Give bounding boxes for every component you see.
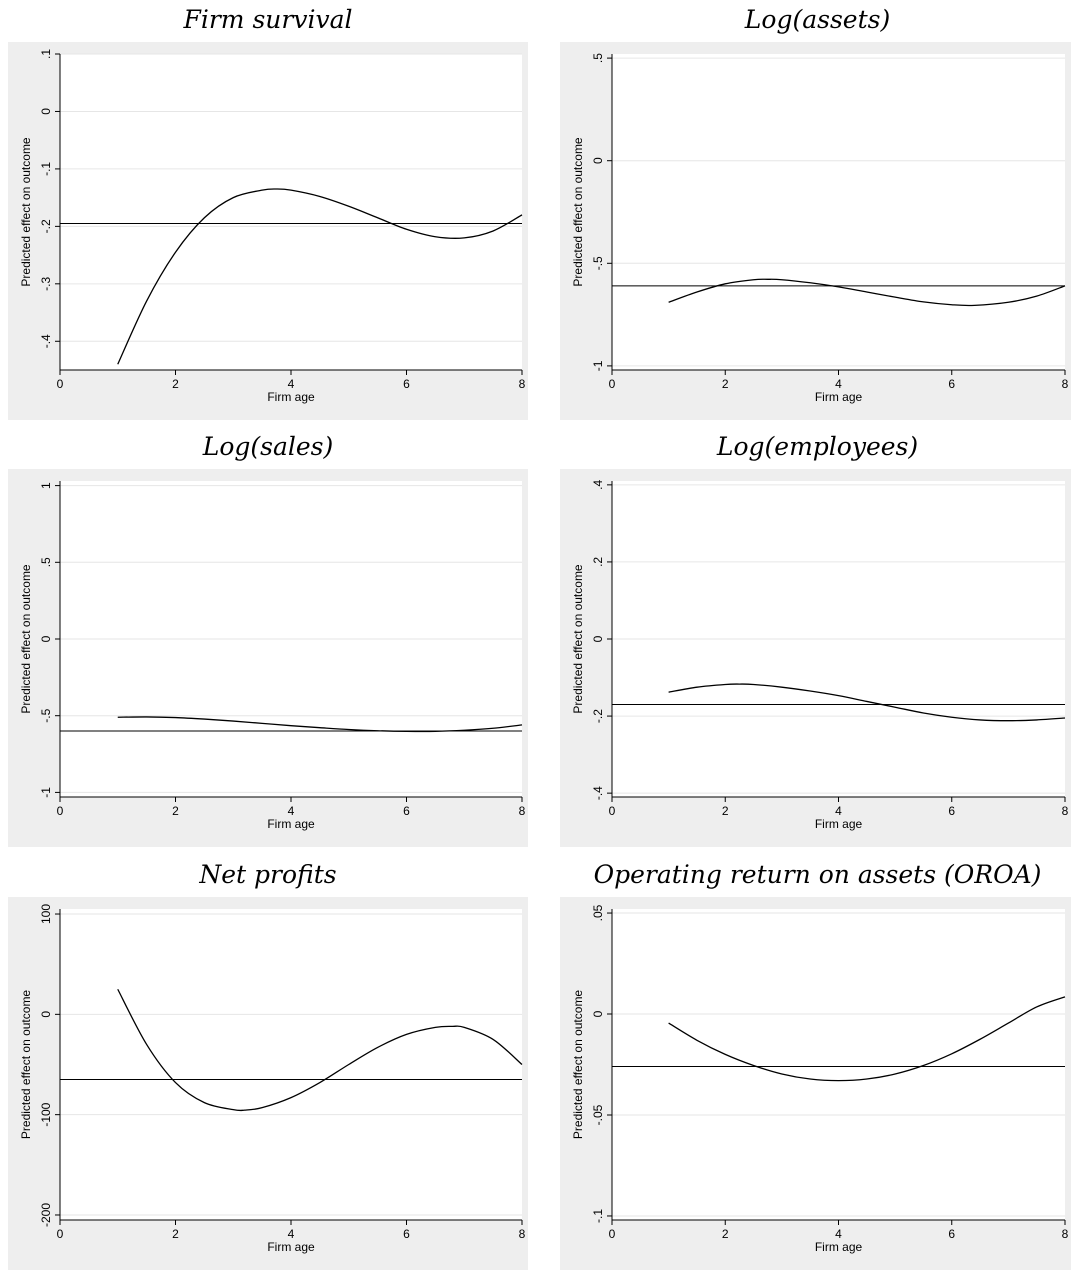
x-tick-label: 8	[519, 804, 526, 818]
x-tick-label: 2	[172, 1227, 179, 1241]
y-tick-label: 0	[591, 157, 605, 164]
y-axis-title: Predicted effect on outcome	[19, 564, 33, 714]
x-axis-title: Firm age	[815, 390, 863, 404]
y-tick-label: -200	[39, 1203, 53, 1227]
y-tick-label: -.4	[39, 334, 53, 348]
y-tick-label: 0	[591, 635, 605, 642]
predicted-effect-curve	[117, 988, 523, 1112]
chart-title: Log(assets)	[744, 5, 891, 34]
y-tick-label: .1	[39, 49, 53, 59]
x-tick-label: 4	[288, 804, 295, 818]
chart-net-profits: -200 -100 0 100 0 2 4 6 8 Firm age Predicted effec…	[8, 897, 528, 1270]
x-tick-label: 2	[722, 1227, 729, 1241]
chart-firm-survival: -.4 -.3 -.2 -.1 0 .1 0 2 4 6 8 Firm age Predicted ef…	[8, 42, 528, 420]
x-tick-label: 6	[403, 377, 410, 391]
chart-title: Operating return on assets (OROA)	[593, 860, 1042, 889]
y-tick-label: 0	[39, 1011, 53, 1018]
y-tick-label: .5	[39, 557, 53, 567]
plot-area	[612, 54, 1065, 370]
predicted-effect-curve	[668, 278, 1066, 307]
plot-area	[60, 909, 522, 1220]
chart-title: Log(sales)	[202, 432, 334, 461]
y-tick-label: -.05	[591, 1104, 605, 1125]
x-tick-label: 8	[1062, 804, 1069, 818]
x-tick-label: 4	[288, 1227, 295, 1241]
chart-oroa: -.1 -.05 0 .05 0 2 4 6 8 Firm age Predicted effect…	[560, 897, 1071, 1270]
y-tick-label: -.2	[39, 219, 53, 233]
panel-log-sales: Log(sales) -1 -.5 0 .5 1 0 2 4 6 8 Firm age Predict…	[8, 427, 528, 847]
y-axis-title: Predicted effect on outcome	[571, 990, 585, 1140]
panel-log-assets: Log(assets) -1 -.5 0 .5 0 2 4 6 8 Firm age Predict…	[560, 0, 1071, 420]
y-tick-label: -.4	[591, 786, 605, 800]
x-tick-label: 6	[403, 804, 410, 818]
y-tick-label: 100	[39, 904, 53, 924]
y-axis-title: Predicted effect on outcome	[571, 564, 585, 714]
y-tick-label: 1	[39, 482, 53, 489]
predicted-effect-curve	[668, 683, 1066, 722]
y-tick-label: -.1	[591, 1209, 605, 1223]
predicted-effect-curve	[668, 996, 1066, 1082]
predicted-effect-curve	[117, 716, 523, 733]
y-tick-label: -.5	[39, 708, 53, 722]
x-tick-label: 0	[609, 1227, 616, 1241]
plot-area	[612, 909, 1065, 1220]
y-tick-label: -.5	[591, 256, 605, 270]
y-tick-label: 0	[39, 108, 53, 115]
x-tick-label: 0	[609, 804, 616, 818]
panel-log-employees: Log(employees) -.4 -.2 0 .2 .4 0 2 4 6 8 Firm age P…	[560, 427, 1071, 847]
chart-log-assets: -1 -.5 0 .5 0 2 4 6 8 Firm age Predicted effect on…	[560, 42, 1071, 420]
x-tick-label: 6	[948, 804, 955, 818]
plot-area	[60, 54, 522, 370]
x-axis-title: Firm age	[815, 1240, 863, 1254]
x-tick-label: 0	[57, 377, 64, 391]
x-axis-title: Firm age	[267, 390, 315, 404]
x-tick-label: 4	[288, 377, 295, 391]
x-axis-title: Firm age	[267, 1240, 315, 1254]
x-tick-label: 8	[519, 377, 526, 391]
chart-log-sales: -1 -.5 0 .5 1 0 2 4 6 8 Firm age Predicted effect o…	[8, 469, 528, 847]
y-tick-label: 0	[591, 1010, 605, 1017]
x-tick-label: 0	[57, 804, 64, 818]
x-tick-label: 8	[1062, 377, 1069, 391]
y-axis-title: Predicted effect on outcome	[571, 137, 585, 287]
chart-title: Log(employees)	[716, 432, 919, 461]
y-tick-label: .05	[591, 904, 605, 921]
panel-firm-survival: Firm survival -.4 -.3 -.2 -.1 0 .1 0 2 4 6 8 Firm a…	[8, 0, 528, 420]
x-tick-label: 2	[172, 804, 179, 818]
x-tick-label: 0	[609, 377, 616, 391]
x-tick-label: 2	[722, 804, 729, 818]
y-tick-label: -.3	[39, 276, 53, 290]
x-axis-title: Firm age	[815, 817, 863, 831]
y-axis-title: Predicted effect on outcome	[19, 990, 33, 1140]
y-tick-label: -1	[591, 360, 605, 371]
panel-net-profits: Net profits -200 -100 0 100 0 2 4 6 8 Firm age Pre…	[8, 855, 528, 1270]
y-tick-label: -100	[39, 1102, 53, 1126]
y-tick-label: .5	[591, 53, 605, 63]
x-tick-label: 2	[172, 377, 179, 391]
x-tick-label: 8	[1062, 1227, 1069, 1241]
x-tick-label: 2	[722, 377, 729, 391]
chart-title: Net profits	[199, 860, 337, 889]
predicted-effect-curve	[117, 188, 523, 365]
x-tick-label: 6	[948, 1227, 955, 1241]
x-tick-label: 6	[948, 377, 955, 391]
y-tick-label: -.2	[591, 709, 605, 723]
x-tick-label: 4	[835, 804, 842, 818]
y-axis-title: Predicted effect on outcome	[19, 137, 33, 287]
x-axis-title: Firm age	[267, 817, 315, 831]
y-tick-label: .2	[591, 557, 605, 567]
chart-log-employees: -.4 -.2 0 .2 .4 0 2 4 6 8 Firm age Predicted effect…	[560, 469, 1071, 847]
x-tick-label: 8	[519, 1227, 526, 1241]
panel-oroa: Operating return on assets (OROA) -.1 -.0…	[560, 855, 1071, 1270]
x-tick-label: 4	[835, 1227, 842, 1241]
x-tick-label: 4	[835, 377, 842, 391]
y-tick-label: .4	[591, 480, 605, 490]
y-tick-label: 0	[39, 635, 53, 642]
y-tick-label: -1	[39, 787, 53, 798]
x-tick-label: 6	[403, 1227, 410, 1241]
x-tick-label: 0	[57, 1227, 64, 1241]
chart-title: Firm survival	[183, 5, 353, 34]
y-tick-label: -.1	[39, 162, 53, 176]
